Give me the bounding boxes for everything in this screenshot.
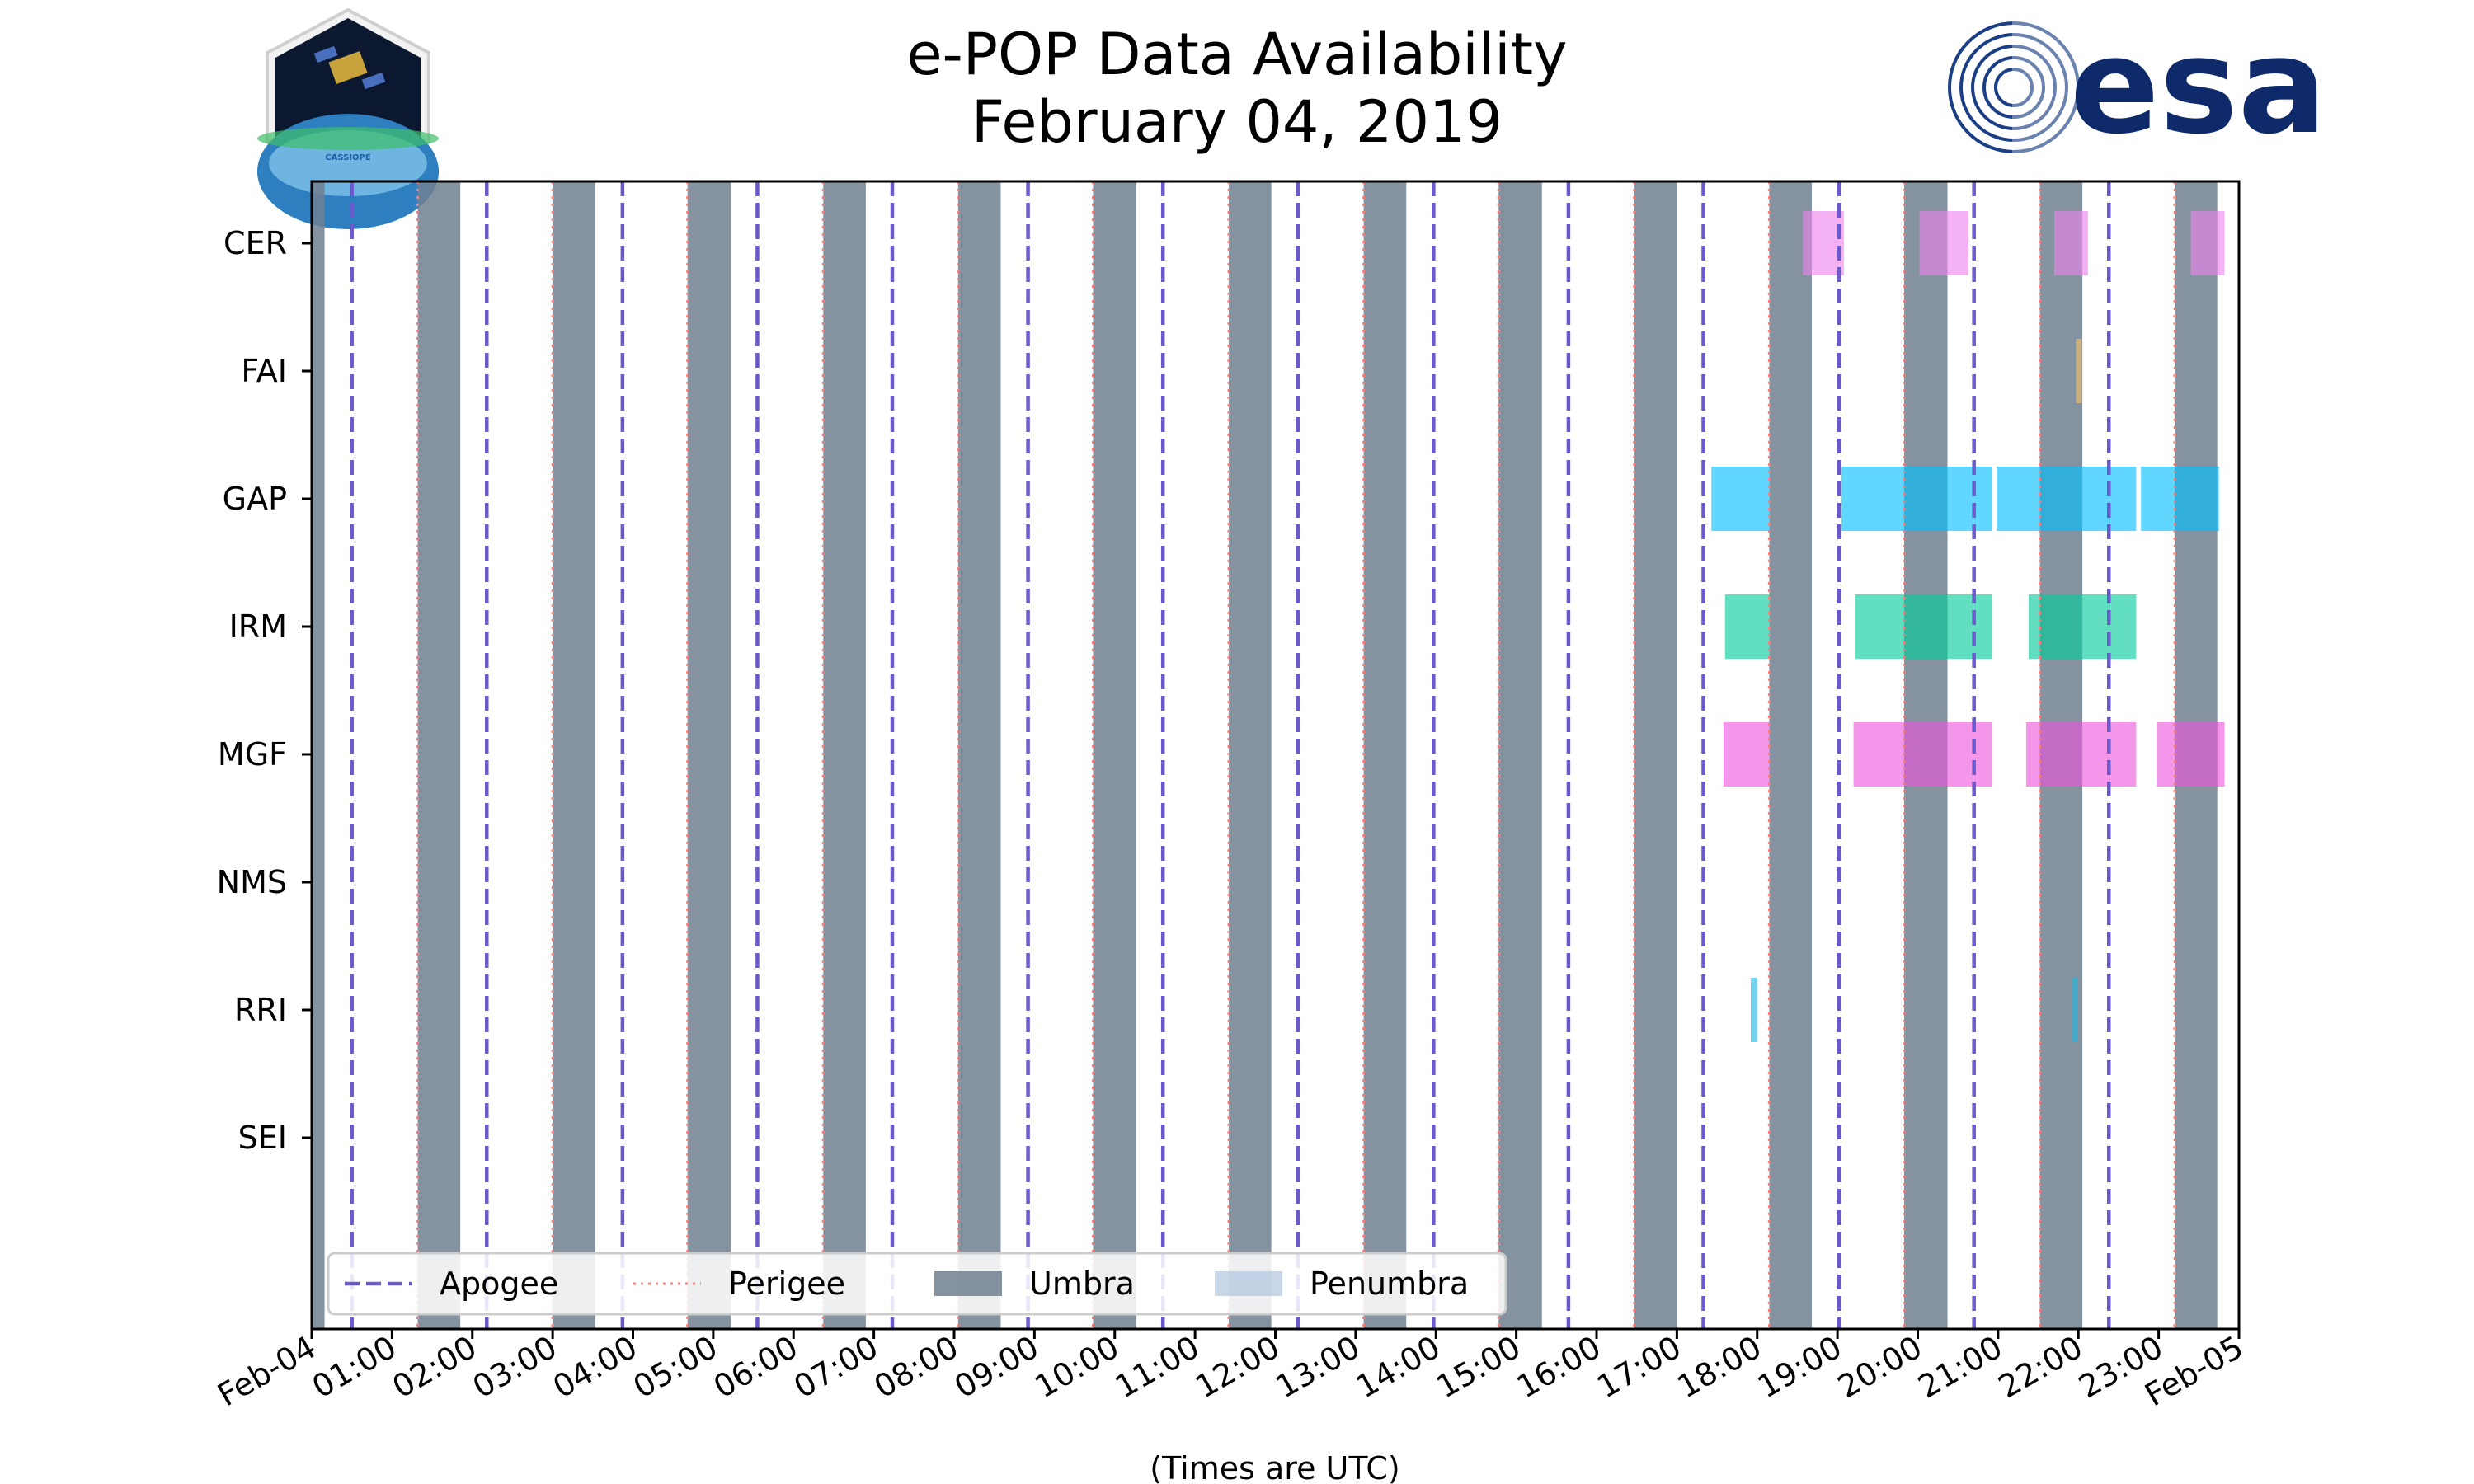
x-tick-label: 01:00 [306,1329,402,1406]
y-tick-label: RRI [234,992,287,1028]
legend-label-apogee: Apogee [440,1266,558,1302]
x-tick-label: 21:00 [1912,1329,2009,1406]
legend-label-umbra: Umbra [1029,1266,1135,1302]
x-tick-label: 10:00 [1028,1329,1125,1406]
y-tick-label: NMS [217,864,287,900]
legend-swatch-penumbra [1215,1271,1282,1296]
x-axis-label: (Times are UTC) [1150,1450,1399,1484]
y-tick-label: GAP [223,481,287,517]
x-tick-label: 20:00 [1832,1329,1928,1406]
x-tick-label: 08:00 [868,1329,965,1406]
umbra-band [312,181,325,1329]
x-tick-label: 04:00 [547,1329,643,1406]
x-tick-label: 22:00 [1992,1329,2089,1406]
legend-box [327,1252,1507,1316]
x-tick-label: 02:00 [386,1329,482,1406]
y-tick-label: MGF [218,736,287,773]
availability-bar-gap [1711,467,1770,531]
availability-bar-fai [2076,339,2082,403]
y-tick-label: SEI [238,1120,287,1156]
availability-bar-irm [1855,594,1993,659]
legend: Apogee Perigee Umbra Penumbra [327,1252,1507,1316]
orbit-lines-layer [350,181,2176,1329]
umbra-band [957,181,1001,1329]
availability-bar-mgf [2157,722,2225,787]
x-tick-label: 05:00 [628,1329,724,1406]
umbra-band [1363,181,1407,1329]
availability-bar-mgf [1853,722,1993,787]
x-tick-label: 06:00 [708,1329,804,1406]
x-tick-label: Feb-04 [211,1329,322,1414]
umbra-band [553,181,595,1329]
x-tick-label: 18:00 [1671,1329,1767,1406]
availability-bar-cer [2054,211,2088,275]
legend-label-perigee: Perigee [728,1266,845,1302]
availability-bar-mgf [1723,722,1770,787]
cassiope-logo: CASSIOPE [257,7,439,229]
y-tick-label: FAI [241,353,287,389]
x-tick-label: 19:00 [1752,1329,1848,1406]
y-tick-label: IRM [229,608,287,645]
availability-layer [1711,211,2225,1042]
x-tick-label: 07:00 [788,1329,884,1406]
plot-area [310,180,2241,1331]
availability-bar-cer [2190,211,2225,275]
x-tick-label: 09:00 [948,1329,1045,1406]
umbra-band [417,181,461,1329]
availability-bar-gap [2141,467,2219,531]
esa-logo: esa [1948,9,2327,163]
x-tick-label: 16:00 [1511,1329,1607,1406]
cassiope-logo-label: CASSIOPE [325,153,371,162]
chart-title-line1: e-POP Data Availability [906,21,1567,88]
umbra-band [1769,181,1812,1329]
availability-bar-irm [2028,594,2137,659]
y-axis: CER FAI GAP IRM MGF NMS RRI SEI [217,225,312,1156]
umbra-band [1229,181,1272,1329]
availability-bar-mgf [2025,722,2137,787]
umbra-band [1498,181,1542,1329]
x-tick-label: 03:00 [467,1329,563,1406]
availability-bar-gap [1996,467,2137,531]
umbra-band [1634,181,1677,1329]
umbra-band [823,181,866,1329]
availability-bar-rri [2072,978,2078,1042]
availability-bar-cer [1919,211,1968,275]
esa-wordmark: esa [2070,9,2327,163]
x-tick-label: 14:00 [1350,1329,1446,1406]
legend-swatch-umbra [934,1271,1002,1296]
availability-bar-rri [1750,978,1757,1042]
x-tick-label: 15:00 [1430,1329,1526,1406]
x-tick-label: 13:00 [1270,1329,1366,1406]
umbra-band [1093,181,1137,1329]
x-axis: Feb-0401:0002:0003:0004:0005:0006:0007:0… [211,1329,2249,1414]
x-tick-label: 12:00 [1189,1329,1286,1406]
availability-bar-cer [1803,211,1844,275]
chart-title-line2: February 04, 2019 [971,88,1503,156]
x-tick-label: 11:00 [1109,1329,1206,1406]
availability-bar-gap [1841,467,1993,531]
availability-bar-irm [1724,594,1770,659]
umbra-band [687,181,731,1329]
x-tick-label: 17:00 [1591,1329,1687,1406]
y-tick-label: CER [223,225,287,261]
legend-label-penumbra: Penumbra [1310,1266,1469,1302]
